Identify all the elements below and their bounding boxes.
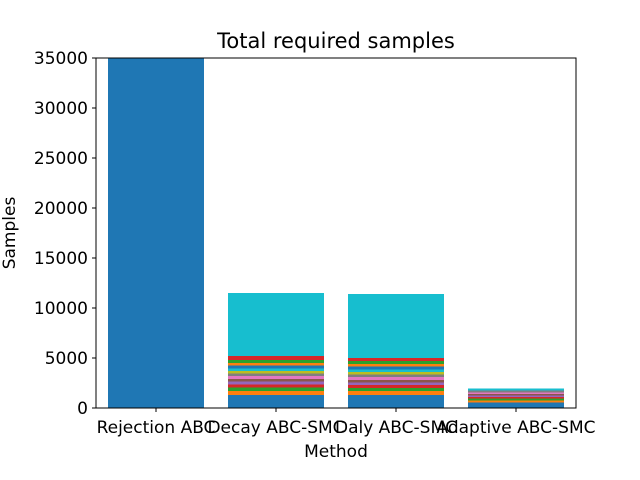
bar-segment [228,382,324,385]
x-tick-label: Decay ABC-SMC [207,418,344,438]
bar-segment [348,361,444,364]
bar-segment [228,369,324,372]
x-axis-label: Method [304,442,368,462]
bar-segment [228,376,324,379]
bar-segment [228,385,324,388]
bar-segment [228,366,324,369]
bar-segment [468,397,564,399]
x-tick-label: Rejection ABC [97,418,216,438]
y-tick-label: 0 [77,399,88,419]
bar-segment [348,380,444,383]
bar-segment [228,379,324,382]
bar-segment [228,374,324,377]
bar-segment [228,363,324,366]
bar-segment [228,293,324,356]
bar-segment [468,399,564,401]
y-tick-label: 20000 [34,199,88,219]
bar-segment [228,356,324,360]
bar-segment [348,372,444,375]
bar-segment [468,393,564,395]
bar-segment [228,391,324,395]
bar-segment [348,364,444,367]
bar-segment [348,370,444,373]
bar-segment [468,401,564,403]
bar-segment [468,403,564,409]
bar-segment [228,395,324,408]
bar-segment [468,391,564,393]
y-tick-label: 5000 [45,349,88,369]
chart-title: Total required samples [216,29,455,53]
y-tick-label: 10000 [34,299,88,319]
bars-group [108,58,564,408]
bar-segment [348,388,444,391]
y-tick-label: 35000 [34,49,88,69]
bar-segment [348,294,444,358]
bar-segment [348,391,444,395]
bar-segment [228,371,324,374]
bar-segment [468,394,564,396]
bar-segment [228,360,324,363]
bar-segment [108,58,204,408]
bar-segment [228,388,324,392]
bar-segment [348,375,444,378]
y-tick-label: 25000 [34,149,88,169]
bar-segment [468,389,564,391]
bar-segment [468,396,564,398]
bar-segment [348,367,444,370]
bar-segment [348,377,444,380]
y-axis: 0 5000 10000 15000 20000 25000 30000 35000 [34,49,96,419]
y-tick-label: 30000 [34,99,88,119]
bar-segment [348,385,444,388]
x-tick-label: Adaptive ABC-SMC [437,418,596,438]
y-axis-label: Samples [0,197,20,270]
y-tick-label: 15000 [34,249,88,269]
bar-segment [348,395,444,408]
bar-segment [348,358,444,361]
bar-segment [348,383,444,386]
